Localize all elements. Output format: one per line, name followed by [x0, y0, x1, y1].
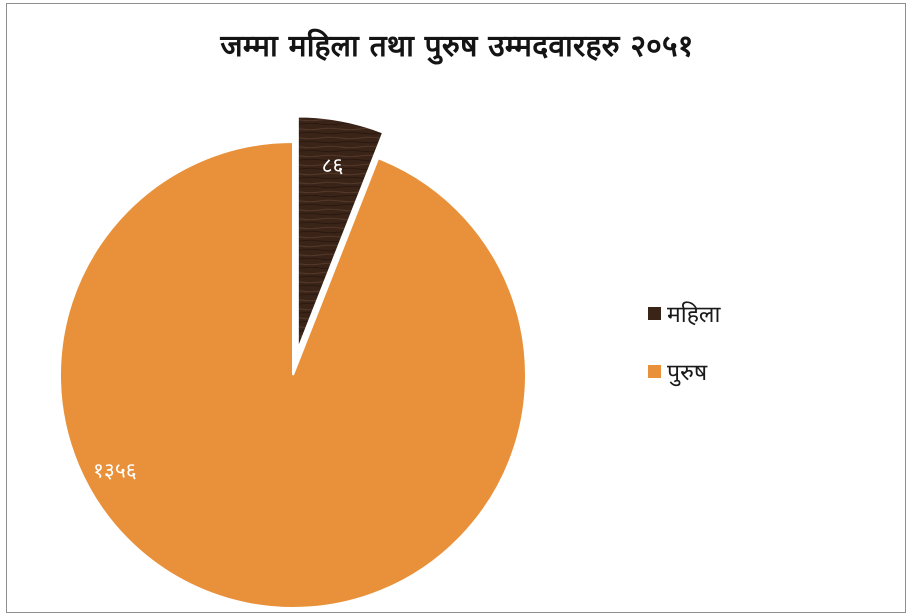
- chart-title: जम्मा महिला तथा पुरुष उम्मदवारहरु २०५१: [220, 29, 694, 64]
- legend-item-female: महिला: [648, 296, 720, 330]
- legend: महिला पुरुष: [648, 296, 720, 412]
- legend-label-male: पुरुष: [667, 360, 708, 386]
- pie-slice-female: [296, 115, 385, 350]
- legend-swatch-male: [648, 364, 661, 378]
- data-label-male: १३५६: [93, 459, 137, 483]
- data-label-female: ८६: [322, 153, 344, 177]
- pie-slice-male: [59, 140, 527, 609]
- legend-swatch-female: [648, 306, 661, 320]
- legend-label-female: महिला: [667, 302, 721, 328]
- legend-item-male: पुरुष: [648, 354, 720, 388]
